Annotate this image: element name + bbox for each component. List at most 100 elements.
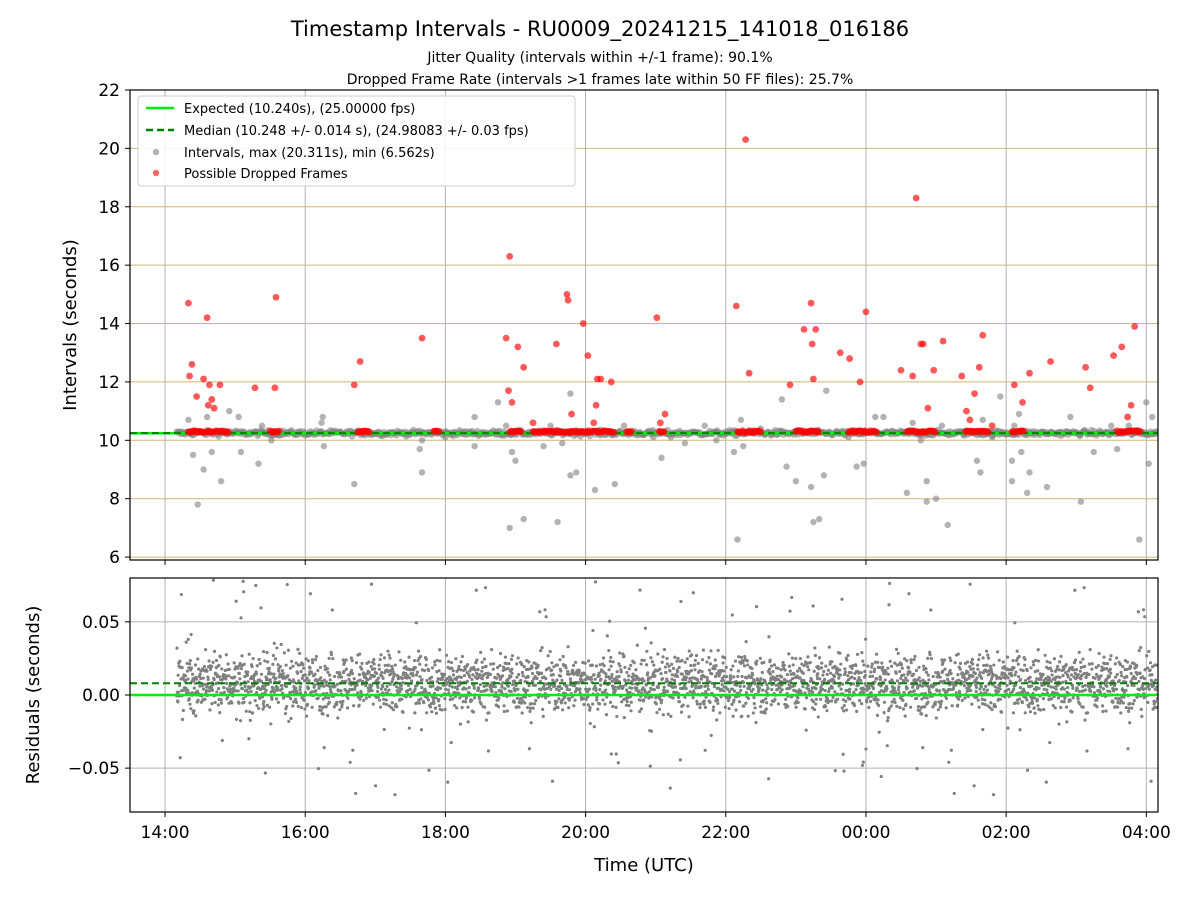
residual-point — [684, 686, 688, 691]
residual-point — [482, 684, 486, 688]
residual-point — [440, 677, 444, 681]
residual-point — [430, 710, 434, 714]
interval-point — [591, 486, 599, 494]
bottom-y-axis-label: Residuals (seconds) — [23, 606, 44, 785]
residual-point — [830, 686, 835, 690]
residual-point — [948, 668, 952, 673]
dropped-frame-point — [275, 427, 283, 435]
residual-point — [403, 660, 407, 664]
residual-point — [694, 684, 698, 688]
residual-point — [1076, 697, 1080, 701]
residual-point — [712, 684, 717, 689]
residual-point — [885, 687, 889, 691]
residual-point — [886, 716, 890, 720]
residual-point — [1154, 663, 1158, 667]
interval-point — [203, 413, 211, 421]
dropped-frame-point — [1047, 358, 1054, 365]
residual-point — [698, 702, 702, 706]
residual-point — [433, 660, 437, 664]
dropped-frame-point — [1010, 381, 1018, 389]
residual-point — [859, 678, 863, 683]
residual-point — [1078, 702, 1082, 706]
residual-point — [357, 703, 361, 707]
residual-point — [767, 777, 771, 781]
residual-point — [443, 697, 447, 701]
residual-point — [984, 649, 989, 653]
residual-point — [713, 667, 717, 671]
residual-point — [730, 702, 734, 707]
residual-point — [932, 574, 935, 577]
interval-point — [611, 480, 618, 488]
residual-point — [528, 706, 533, 710]
residual-point — [1109, 671, 1113, 675]
residual-point — [271, 662, 275, 666]
residual-point — [728, 695, 732, 700]
residual-point — [197, 667, 201, 671]
residual-point — [922, 695, 926, 700]
residual-point — [608, 700, 613, 704]
residual-point — [259, 606, 263, 610]
interval-point — [997, 393, 1004, 400]
residual-point — [453, 685, 457, 689]
residual-point — [270, 697, 274, 701]
residual-point — [1059, 654, 1063, 659]
residual-point — [1025, 768, 1030, 772]
residual-point — [542, 684, 546, 689]
chart-subtitle-dropped-rate: Dropped Frame Rate (intervals >1 frames … — [347, 72, 854, 88]
residual-point — [525, 688, 529, 692]
residual-point — [1094, 665, 1098, 670]
residual-point — [272, 641, 276, 645]
residual-point — [1135, 663, 1139, 667]
interval-point — [1125, 422, 1132, 429]
residual-point — [1107, 674, 1112, 679]
residual-point — [904, 676, 908, 680]
residual-point — [1111, 700, 1115, 704]
residual-point — [1016, 662, 1020, 666]
dropped-frame-point — [930, 366, 938, 374]
residual-point — [833, 769, 837, 773]
residual-point — [745, 676, 749, 680]
residual-point — [498, 663, 502, 668]
residual-point — [458, 696, 462, 700]
residual-point — [189, 707, 193, 711]
residual-point — [816, 667, 821, 671]
residual-point — [547, 700, 551, 704]
residual-point — [298, 685, 302, 689]
dropped-frame-point — [505, 387, 512, 395]
residual-point — [990, 708, 994, 712]
residual-point — [404, 665, 408, 669]
dropped-frame-point — [1086, 384, 1094, 392]
residual-point — [1131, 702, 1135, 706]
residual-point — [393, 793, 397, 797]
residual-point — [445, 676, 449, 681]
residual-point — [956, 703, 960, 707]
residual-point — [478, 683, 482, 687]
residual-point — [986, 653, 990, 657]
residual-point — [979, 685, 983, 689]
residual-point — [1146, 700, 1150, 704]
residual-point — [388, 656, 392, 660]
residual-point — [932, 684, 936, 688]
residual-point — [894, 671, 898, 675]
residual-point — [819, 697, 823, 701]
residual-point — [549, 687, 553, 691]
residual-point — [669, 714, 673, 718]
residual-point — [242, 700, 246, 704]
residual-point — [1025, 668, 1029, 673]
residual-point — [765, 683, 769, 687]
interval-point — [268, 437, 275, 444]
residual-point — [754, 604, 759, 609]
residual-point — [1077, 689, 1082, 694]
residual-point — [917, 676, 921, 680]
residual-point — [591, 628, 595, 633]
residual-point — [1064, 663, 1068, 667]
residual-point — [538, 679, 542, 684]
residual-point — [1150, 673, 1154, 677]
residual-point — [178, 659, 182, 663]
residual-point — [406, 674, 410, 678]
residual-point — [461, 700, 465, 704]
residual-point — [1057, 668, 1061, 672]
residual-point — [344, 667, 349, 671]
residual-point — [615, 714, 619, 719]
